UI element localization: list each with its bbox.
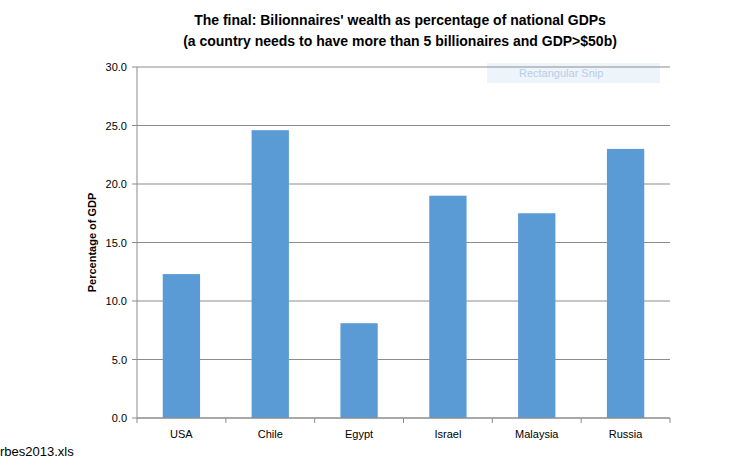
grid-line [137, 184, 670, 185]
y-axis-label: Percentage of GDP [86, 193, 98, 293]
subtitle: (a country needs to have more than 5 bil… [183, 33, 617, 49]
tick-label: 0.0 [112, 412, 127, 424]
x-tick [492, 418, 493, 423]
bar [340, 323, 377, 418]
category-label: Chile [258, 428, 283, 440]
x-tick [581, 418, 582, 423]
tick-mark [132, 125, 137, 126]
grid-line [137, 301, 670, 302]
tick-mark [132, 184, 137, 185]
category-label: Israel [434, 428, 461, 440]
tick-label: 15.0 [106, 237, 127, 249]
bar [252, 130, 289, 418]
grid-line [137, 67, 670, 68]
category-label: Egypt [345, 428, 373, 440]
bar [518, 213, 555, 418]
bar [163, 274, 200, 418]
snip-box [487, 63, 660, 83]
category-label: USA [170, 428, 193, 440]
x-tick [225, 418, 226, 423]
page: {"chart_data": {"type": "bar", "title": … [0, 0, 731, 468]
category-label: Russia [609, 428, 644, 440]
tick-label: 30.0 [106, 61, 127, 73]
tick-mark [132, 242, 137, 243]
grid-line [137, 125, 670, 126]
bars [163, 130, 644, 418]
x-tick [314, 418, 315, 423]
tick-mark [132, 418, 137, 419]
chart: Rectangular Snip The final: Bilionnaires'… [0, 0, 731, 468]
tick-label: 5.0 [112, 354, 127, 366]
x-tick [403, 418, 404, 423]
x-tick [137, 418, 138, 423]
grid-line [137, 242, 670, 243]
tick-mark [132, 301, 137, 302]
source-note: rbes2013.xls [0, 444, 74, 459]
bar [607, 149, 644, 418]
tick-mark [132, 67, 137, 68]
tick-mark [132, 359, 137, 360]
x-tick [670, 418, 671, 423]
grid-line [137, 359, 670, 360]
annotation: Rectangular Snip [519, 67, 603, 79]
category-label: Malaysia [515, 428, 559, 440]
bar [429, 196, 466, 418]
title: The final: Bilionnaires' wealth as perce… [194, 12, 606, 28]
tick-label: 10.0 [106, 295, 127, 307]
tick-label: 25.0 [106, 120, 127, 132]
y-axis [137, 67, 138, 418]
tick-label: 20.0 [106, 178, 127, 190]
